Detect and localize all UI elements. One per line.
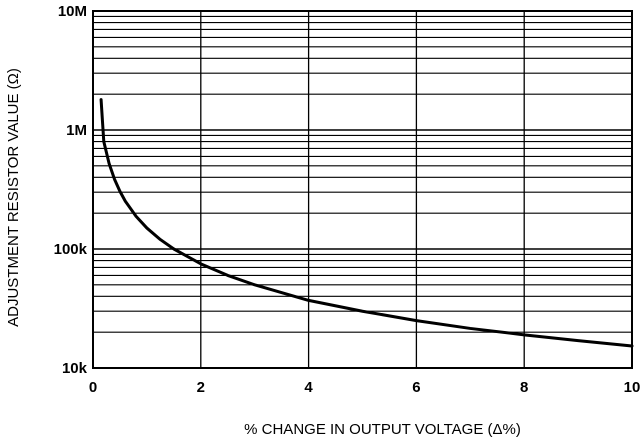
x-tick-labels: 0 2 4 6 8 10 bbox=[89, 379, 641, 396]
x-tick-label: 4 bbox=[304, 379, 313, 396]
y-tick-label: 100k bbox=[54, 241, 88, 258]
x-tick-label: 2 bbox=[197, 379, 205, 396]
grid bbox=[92, 11, 633, 369]
x-tick-label: 10 bbox=[624, 379, 641, 396]
x-axis-title: % CHANGE IN OUTPUT VOLTAGE (Δ%) bbox=[244, 421, 521, 438]
y-tick-label: 10k bbox=[62, 360, 88, 377]
y-tick-labels: 10k 100k 1M 10M bbox=[54, 3, 88, 377]
resistor-curve bbox=[99, 98, 634, 348]
plot-frame bbox=[92, 10, 633, 369]
x-tick-label: 0 bbox=[89, 379, 97, 396]
x-tick-label: 8 bbox=[520, 379, 528, 396]
y-tick-label: 1M bbox=[66, 122, 87, 139]
y-axis-title: ADJUSTMENT RESISTOR VALUE (Ω) bbox=[5, 68, 22, 327]
x-tick-label: 6 bbox=[412, 379, 420, 396]
curve-layer bbox=[99, 98, 634, 348]
y-tick-label: 10M bbox=[58, 3, 87, 20]
